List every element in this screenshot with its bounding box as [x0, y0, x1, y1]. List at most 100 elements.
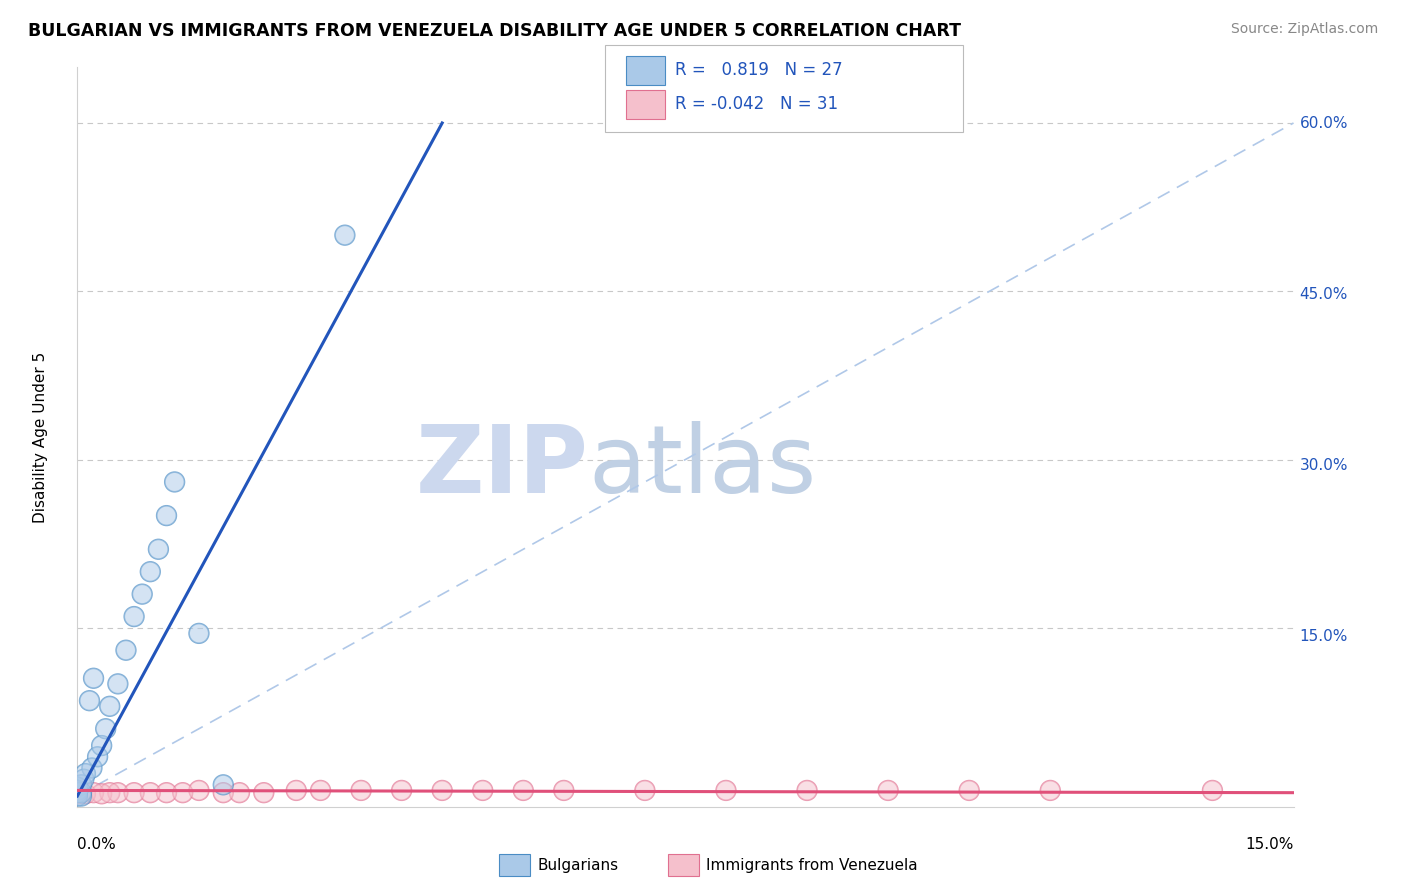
- Point: [139, 786, 162, 800]
- Text: R = -0.042   N = 31: R = -0.042 N = 31: [675, 95, 838, 113]
- Point: [212, 778, 235, 792]
- Text: ZIP: ZIP: [415, 421, 588, 513]
- Point: [115, 643, 138, 657]
- Point: [172, 786, 194, 800]
- Text: 15.0%: 15.0%: [1299, 629, 1348, 644]
- Point: [350, 783, 373, 797]
- Point: [83, 786, 105, 800]
- Point: [957, 783, 980, 797]
- Point: [90, 787, 112, 801]
- Point: [155, 508, 177, 523]
- Point: [94, 722, 117, 736]
- Point: [70, 789, 93, 803]
- Point: [66, 787, 89, 801]
- Point: [391, 783, 413, 797]
- Point: [148, 542, 170, 557]
- Text: Bulgarians: Bulgarians: [537, 858, 619, 872]
- Point: [66, 786, 89, 800]
- Point: [70, 786, 93, 800]
- Point: [122, 609, 145, 624]
- Point: [163, 475, 186, 489]
- Point: [877, 783, 900, 797]
- Point: [107, 786, 129, 800]
- Point: [253, 786, 276, 800]
- Point: [188, 783, 211, 797]
- Point: [139, 565, 162, 579]
- Point: [75, 787, 97, 801]
- Point: [70, 786, 93, 800]
- Point: [83, 671, 105, 685]
- Point: [796, 783, 818, 797]
- Point: [1201, 783, 1223, 797]
- Point: [163, 475, 186, 489]
- Point: [253, 786, 276, 800]
- Text: 0.0%: 0.0%: [77, 837, 117, 852]
- Point: [188, 783, 211, 797]
- Point: [172, 786, 194, 800]
- Point: [122, 786, 145, 800]
- Point: [107, 677, 129, 691]
- Point: [70, 778, 93, 792]
- Point: [188, 626, 211, 640]
- Text: Source: ZipAtlas.com: Source: ZipAtlas.com: [1230, 22, 1378, 37]
- Point: [73, 772, 96, 787]
- Point: [139, 565, 162, 579]
- Point: [66, 780, 89, 794]
- Text: Disability Age Under 5: Disability Age Under 5: [34, 351, 48, 523]
- Point: [212, 778, 235, 792]
- Point: [83, 671, 105, 685]
- Point: [796, 783, 818, 797]
- Point: [155, 786, 177, 800]
- Point: [70, 786, 93, 800]
- Point: [1201, 783, 1223, 797]
- Point: [228, 786, 250, 800]
- Point: [714, 783, 737, 797]
- Point: [66, 783, 89, 797]
- Point: [66, 783, 89, 797]
- Point: [70, 786, 93, 800]
- Text: BULGARIAN VS IMMIGRANTS FROM VENEZUELA DISABILITY AGE UNDER 5 CORRELATION CHART: BULGARIAN VS IMMIGRANTS FROM VENEZUELA D…: [28, 22, 962, 40]
- Point: [877, 783, 900, 797]
- Text: R =   0.819   N = 27: R = 0.819 N = 27: [675, 61, 842, 78]
- Point: [285, 783, 308, 797]
- Point: [430, 783, 453, 797]
- Point: [98, 699, 121, 714]
- Point: [333, 228, 356, 243]
- Point: [90, 787, 112, 801]
- Point: [148, 542, 170, 557]
- Point: [430, 783, 453, 797]
- Point: [634, 783, 657, 797]
- Point: [70, 789, 93, 803]
- Point: [86, 749, 108, 764]
- Point: [212, 786, 235, 800]
- Point: [1039, 783, 1062, 797]
- Point: [309, 783, 332, 797]
- Point: [131, 587, 153, 601]
- Point: [98, 786, 121, 800]
- Point: [70, 778, 93, 792]
- Point: [333, 228, 356, 243]
- Point: [512, 783, 534, 797]
- Point: [75, 787, 97, 801]
- Point: [79, 694, 101, 708]
- Point: [94, 722, 117, 736]
- Point: [471, 783, 494, 797]
- Point: [122, 786, 145, 800]
- Point: [83, 786, 105, 800]
- Point: [350, 783, 373, 797]
- Point: [66, 783, 89, 797]
- Point: [139, 786, 162, 800]
- Point: [957, 783, 980, 797]
- Point: [66, 789, 89, 803]
- Point: [714, 783, 737, 797]
- Point: [75, 766, 97, 780]
- Point: [391, 783, 413, 797]
- Point: [86, 749, 108, 764]
- Text: 60.0%: 60.0%: [1299, 116, 1348, 131]
- Point: [512, 783, 534, 797]
- Point: [79, 694, 101, 708]
- Point: [107, 677, 129, 691]
- Point: [553, 783, 575, 797]
- Point: [155, 786, 177, 800]
- Point: [66, 786, 89, 800]
